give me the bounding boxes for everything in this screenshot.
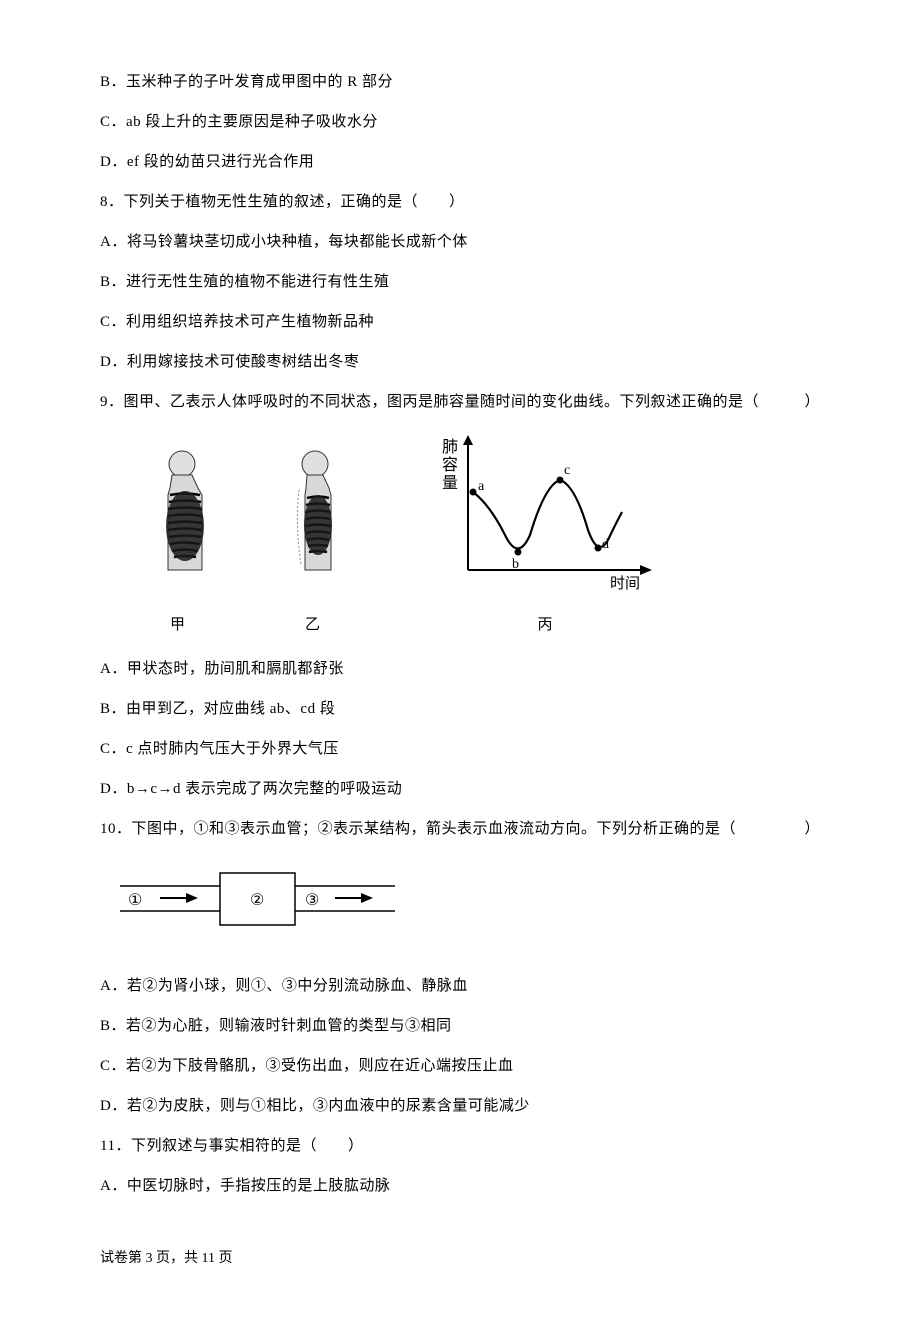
q10-text-end: ） <box>804 817 820 841</box>
y-axis-char-3: 量 <box>442 475 458 492</box>
q9-option-a: A．甲状态时，肋间肌和膈肌都舒张 <box>100 657 820 681</box>
q8-option-b: B．进行无性生殖的植物不能进行有性生殖 <box>100 270 820 294</box>
q10-diagram: ① ② ③ <box>110 861 820 949</box>
q10-option-c: C．若②为下肢骨骼肌，③受伤出血，则应在近心端按压止血 <box>100 1054 820 1078</box>
q9-bing-label: 丙 <box>537 613 552 637</box>
question-11: 11．下列叙述与事实相符的是（ ） <box>100 1134 820 1158</box>
q9-option-b: B．由甲到乙，对应曲线 ab、cd 段 <box>100 697 820 721</box>
q9-figure-jia: 甲 <box>130 450 225 637</box>
q11-option-a: A．中医切脉时，手指按压的是上肢肱动脉 <box>100 1174 820 1198</box>
point-a: a <box>478 479 485 494</box>
q10-option-d: D．若②为皮肤，则与①相比，③内血液中的尿素含量可能减少 <box>100 1094 820 1118</box>
lung-volume-chart: 肺 容 量 时间 a b c d <box>430 430 660 595</box>
question-8: 8．下列关于植物无性生殖的叙述，正确的是（ ） <box>100 190 820 214</box>
q10-option-b: B．若②为心脏，则输液时针刺血管的类型与③相同 <box>100 1014 820 1038</box>
q8-option-a: A．将马铃薯块茎切成小块种植，每块都能长成新个体 <box>100 230 820 254</box>
q9-option-c: C．c 点时肺内气压大于外界大气压 <box>100 737 820 761</box>
point-d: d <box>602 537 609 552</box>
label-1: ① <box>128 892 142 909</box>
y-axis-char-2: 容 <box>442 456 458 474</box>
page-footer: 试卷第 3 页，共 11 页 <box>100 1248 820 1270</box>
q9-text-end: ） <box>804 390 820 414</box>
torso-yi-icon <box>265 450 360 595</box>
option-b: B．玉米种子的子叶发育成甲图中的 R 部分 <box>100 70 820 94</box>
blood-flow-diagram: ① ② ③ <box>110 861 410 941</box>
q9-option-d: D．b→c→d 表示完成了两次完整的呼吸运动 <box>100 777 820 801</box>
point-c: c <box>564 463 570 478</box>
question-9: 9．图甲、乙表示人体呼吸时的不同状态，图丙是肺容量随时间的变化曲线。下列叙述正确… <box>100 390 820 414</box>
q9-figures: 甲 乙 肺 容 量 <box>130 430 820 637</box>
q10-text-main: 10．下图中，①和③表示血管；②表示某结构，箭头表示血液流动方向。下列分析正确的… <box>100 817 736 841</box>
q9-yi-label: 乙 <box>305 613 320 637</box>
label-3: ③ <box>305 892 319 909</box>
question-10: 10．下图中，①和③表示血管；②表示某结构，箭头表示血液流动方向。下列分析正确的… <box>100 817 820 841</box>
option-d: D．ef 段的幼苗只进行光合作用 <box>100 150 820 174</box>
label-2: ② <box>250 892 264 909</box>
q10-option-a: A．若②为肾小球，则①、③中分别流动脉血、静脉血 <box>100 974 820 998</box>
point-b: b <box>512 557 519 572</box>
option-c: C．ab 段上升的主要原因是种子吸收水分 <box>100 110 820 134</box>
q8-option-c: C．利用组织培养技术可产生植物新品种 <box>100 310 820 334</box>
q9-figure-yi: 乙 <box>265 450 360 637</box>
q9-figure-bing: 肺 容 量 时间 a b c d 丙 <box>430 430 660 637</box>
q9-jia-label: 甲 <box>170 613 185 637</box>
q8-option-d: D．利用嫁接技术可使酸枣树结出冬枣 <box>100 350 820 374</box>
q9-text-main: 9．图甲、乙表示人体呼吸时的不同状态，图丙是肺容量随时间的变化曲线。下列叙述正确… <box>100 390 759 414</box>
x-axis-label: 时间 <box>610 575 640 592</box>
y-axis-char-1: 肺 <box>442 438 458 456</box>
torso-jia-icon <box>130 450 225 595</box>
